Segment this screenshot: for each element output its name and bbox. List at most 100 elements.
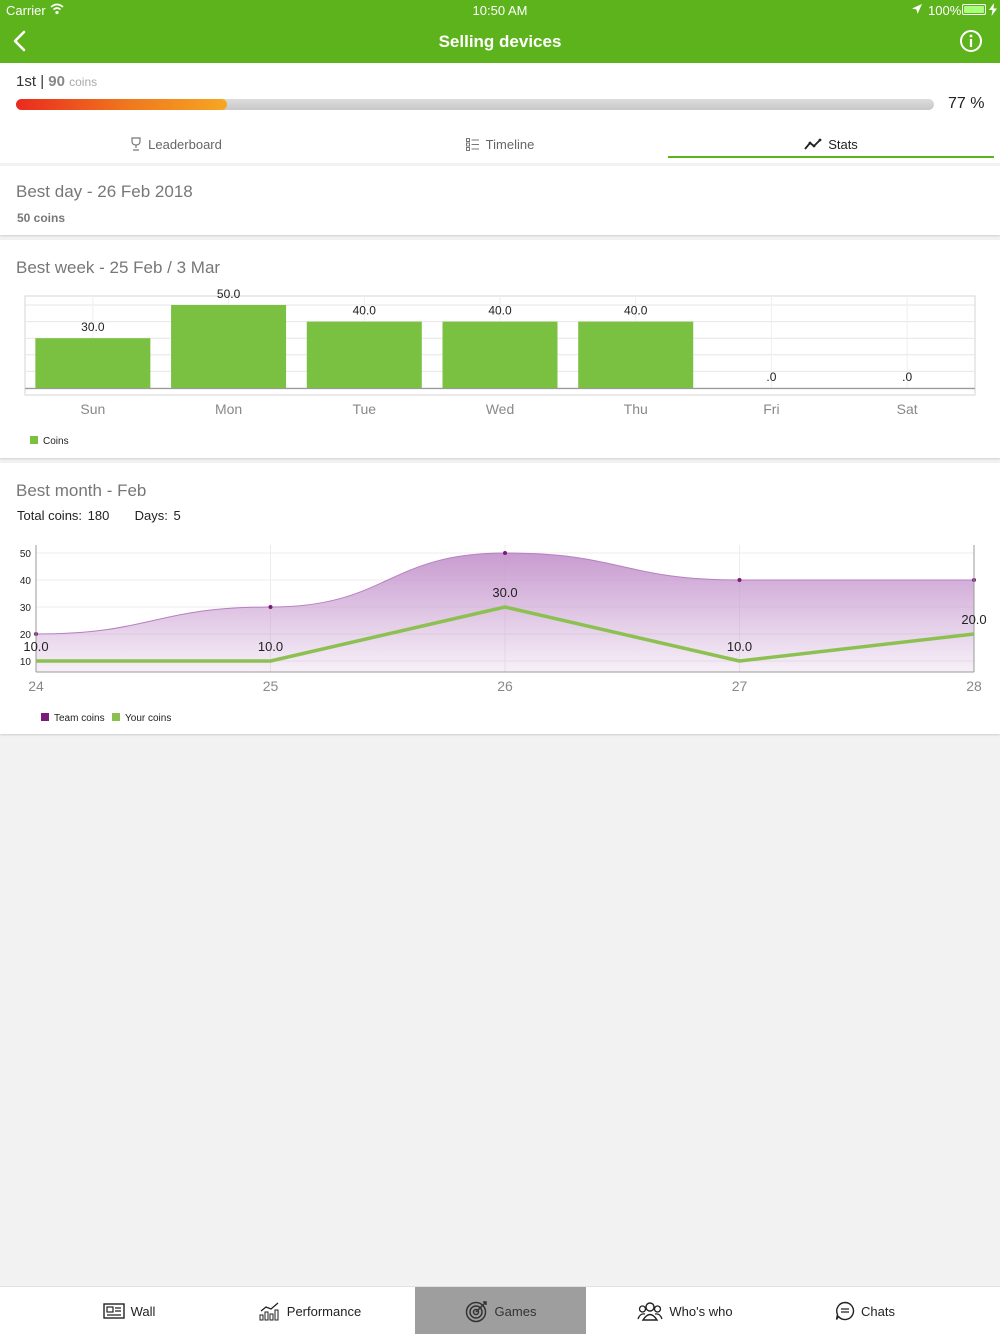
y-tick-label: 40 bbox=[20, 576, 32, 587]
legend-swatch-team bbox=[41, 713, 49, 721]
x-tick-label: 27 bbox=[732, 678, 748, 694]
legend-swatch-yours bbox=[112, 713, 120, 721]
best-week-title: Best week - 25 Feb / 3 Mar bbox=[16, 258, 221, 277]
x-tick-label: Fri bbox=[763, 401, 779, 417]
coins-value: 90 bbox=[48, 73, 65, 90]
progress-bar bbox=[16, 99, 934, 110]
bar-value-label: 40.0 bbox=[624, 304, 648, 318]
best-month-card: Best month - Feb Total coins: 180 Days: … bbox=[0, 463, 1000, 734]
tabbar-item-chats[interactable]: Chats bbox=[800, 1287, 930, 1334]
tab-label: Leaderboard bbox=[148, 136, 222, 152]
your-coins-value-label: 20.0 bbox=[961, 612, 986, 627]
your-coins-line bbox=[36, 605, 975, 663]
progress-label: 77 % bbox=[948, 95, 985, 112]
best-day-coins: 50 coins bbox=[17, 211, 66, 225]
tabbar-label: Wall bbox=[130, 1303, 156, 1319]
status-bar: Carrier 10:50 AM 100% bbox=[0, 0, 1000, 20]
tabbar-item-whos-who[interactable]: Who's who bbox=[620, 1287, 750, 1334]
tab-timeline[interactable]: Timeline bbox=[334, 127, 666, 161]
coins-unit: coins bbox=[69, 75, 98, 89]
team-coins-point bbox=[503, 551, 507, 555]
team-coins-point bbox=[737, 578, 742, 582]
y-tick-label: 30 bbox=[20, 603, 32, 614]
your-coins-value-label: 10.0 bbox=[23, 639, 48, 654]
active-tab-indicator bbox=[668, 156, 994, 158]
best-month-title: Best month - Feb bbox=[16, 481, 147, 500]
tab-label: Timeline bbox=[485, 136, 535, 152]
team-coins-area bbox=[36, 553, 974, 672]
best-week-bar-chart: 30.0 Sun 50.0 Mon 40.0 Tue 40.0 Wed 40.0 Thu .0 Fri… bbox=[24, 287, 976, 447]
rank-separator: | bbox=[40, 73, 45, 90]
legend-label: Your coins bbox=[125, 713, 171, 724]
total-coins-value: 180 bbox=[87, 508, 110, 523]
bar-value-label: 30.0 bbox=[81, 320, 105, 334]
best-day-title: Best day - 26 Feb 2018 bbox=[16, 182, 193, 201]
battery-icon bbox=[962, 4, 986, 15]
bar bbox=[578, 321, 694, 388]
your-coins-value-label: 10.0 bbox=[258, 639, 283, 654]
list-icon bbox=[465, 137, 479, 151]
total-coins-label: Total coins: bbox=[17, 508, 83, 523]
rank-value: 1st bbox=[16, 73, 37, 90]
tabbar-label: Who's who bbox=[669, 1303, 733, 1319]
bar-value-label: 50.0 bbox=[217, 287, 241, 301]
tabbar-label: Games bbox=[494, 1303, 537, 1319]
game-header: 1st | 90 coins 77 % Leaderboard Timeline bbox=[0, 63, 1000, 163]
chevron-left-icon[interactable] bbox=[8, 28, 34, 54]
tabbar-item-performance[interactable]: Performance bbox=[222, 1287, 398, 1334]
charging-bolt-icon bbox=[989, 3, 997, 16]
trophy-icon bbox=[131, 137, 141, 151]
bar-value-label: .0 bbox=[766, 370, 776, 384]
x-tick-label: Mon bbox=[215, 401, 242, 417]
your-coins-value-label: 10.0 bbox=[727, 639, 752, 654]
tab-leaderboard[interactable]: Leaderboard bbox=[0, 127, 352, 161]
tab-stats[interactable]: Stats bbox=[668, 127, 994, 161]
bottom-tab-bar: Wall Performance Games Who's who bbox=[0, 1286, 1000, 1334]
month-totals: Total coins: 180 Days: 5 bbox=[17, 508, 183, 523]
tab-label: Stats bbox=[828, 136, 858, 152]
carrier-label: Carrier bbox=[6, 3, 46, 18]
days-label: Days: bbox=[134, 508, 168, 523]
bar bbox=[35, 338, 151, 388]
tabbar-item-games[interactable]: Games bbox=[415, 1287, 586, 1334]
y-tick-label: 20 bbox=[20, 630, 32, 641]
info-icon[interactable] bbox=[958, 28, 984, 54]
line-chart-icon bbox=[804, 138, 822, 150]
y-tick-label: 10 bbox=[20, 657, 32, 668]
page-title: Selling devices bbox=[438, 32, 562, 51]
clock: 10:50 AM bbox=[472, 3, 528, 18]
tabbar-label: Chats bbox=[861, 1303, 895, 1319]
x-tick-label: Tue bbox=[352, 401, 376, 417]
y-tick-label: 50 bbox=[20, 549, 32, 560]
x-tick-label: Wed bbox=[486, 401, 515, 417]
battery-percent: 100% bbox=[928, 3, 962, 18]
x-tick-label: Sun bbox=[80, 401, 105, 417]
x-tick-label: 25 bbox=[263, 678, 279, 694]
x-tick-label: Thu bbox=[624, 401, 648, 417]
location-arrow-icon bbox=[912, 4, 922, 14]
legend-label: Team coins bbox=[54, 713, 105, 724]
x-tick-label: 28 bbox=[966, 678, 982, 694]
bar-value-label: 40.0 bbox=[353, 304, 377, 318]
legend-swatch-coins bbox=[30, 436, 38, 444]
people-icon bbox=[637, 1302, 664, 1321]
legend-label: Coins bbox=[43, 436, 69, 447]
bar bbox=[442, 321, 558, 388]
x-tick-label: Sat bbox=[897, 401, 918, 417]
target-icon bbox=[465, 1301, 487, 1323]
x-tick-label: 26 bbox=[497, 678, 513, 694]
navigation-bar: Selling devices bbox=[0, 20, 1000, 63]
team-coins-point bbox=[268, 605, 273, 609]
best-week-card: Best week - 25 Feb / 3 Mar 30.0 Sun 50.0 Mo… bbox=[0, 240, 1000, 458]
your-coins-value-label: 30.0 bbox=[492, 585, 517, 600]
best-day-card: Best day - 26 Feb 2018 50 coins bbox=[0, 166, 1000, 235]
days-value: 5 bbox=[173, 508, 181, 523]
bar bbox=[306, 321, 422, 388]
performance-icon bbox=[259, 1302, 279, 1321]
bar-value-label: 40.0 bbox=[488, 304, 512, 318]
segment-tabs: Leaderboard Timeline Stats bbox=[0, 127, 1000, 161]
wifi-icon bbox=[50, 3, 64, 15]
bar bbox=[171, 305, 287, 388]
tabbar-item-wall[interactable]: Wall bbox=[0, 1287, 258, 1334]
bar-value-label: .0 bbox=[902, 370, 912, 384]
